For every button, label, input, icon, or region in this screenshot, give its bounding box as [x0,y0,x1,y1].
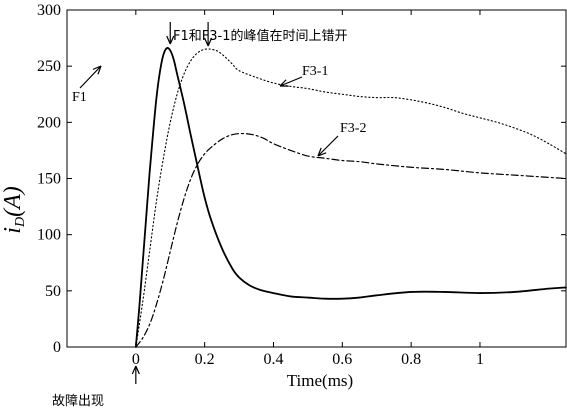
x-tick-label: 0.4 [263,351,283,368]
annotation-f3-2: F3-2 [340,121,366,136]
y-tick-label: 200 [37,114,61,131]
arrow-f3-1 [279,76,303,87]
axes: 0 50 100 150 200 250 300 0 0.2 0.4 0.6 0.8 1 [37,2,567,368]
annotation-layer: F1和F3-1的峰值在时间上错开 F1 F3-1 F3-2 故障出现 [52,28,366,409]
annotation-arrows [79,22,339,384]
annotation-fault-start: 故障出现 [52,394,104,409]
y-tick-label: 250 [37,58,61,75]
y-axis-label-main: i [0,227,26,234]
x-tick-label: 0.6 [332,351,352,368]
series-line-f1 [134,47,567,348]
plot-frame [66,9,567,348]
y-tick-label: 150 [37,171,61,188]
annotation-f1: F1 [72,90,87,105]
x-tick-label: 0.8 [401,351,421,368]
arrow-fault-start [131,365,140,384]
y-tick-label: 0 [53,339,61,356]
x-tick-label: 0.2 [195,351,215,368]
y-tick-label: 300 [37,2,61,19]
y-tick-label: 100 [37,227,61,244]
series-layer [134,47,567,348]
series-line-f3-2 [135,132,567,348]
arrow-f3-2 [317,135,339,157]
y-axis-label-sub: D [13,217,28,228]
annotation-f3-1: F3-1 [302,64,328,79]
arrow-f1 [79,65,102,89]
series-line-f3-1 [135,48,567,348]
y-axis-label: iD(A) [0,186,28,233]
x-axis-label: Time(ms) [287,371,353,390]
annotation-peak-offset: F1和F3-1的峰值在时间上错开 [173,28,347,44]
arrow-peak-f1 [166,22,175,45]
y-axis-label-unit: (A) [0,186,26,217]
x-tick-label: 0 [132,351,140,368]
x-tick-label: 1 [476,351,484,368]
y-tick-label: 50 [45,283,61,300]
arrow-peak-f3-1 [204,22,213,47]
